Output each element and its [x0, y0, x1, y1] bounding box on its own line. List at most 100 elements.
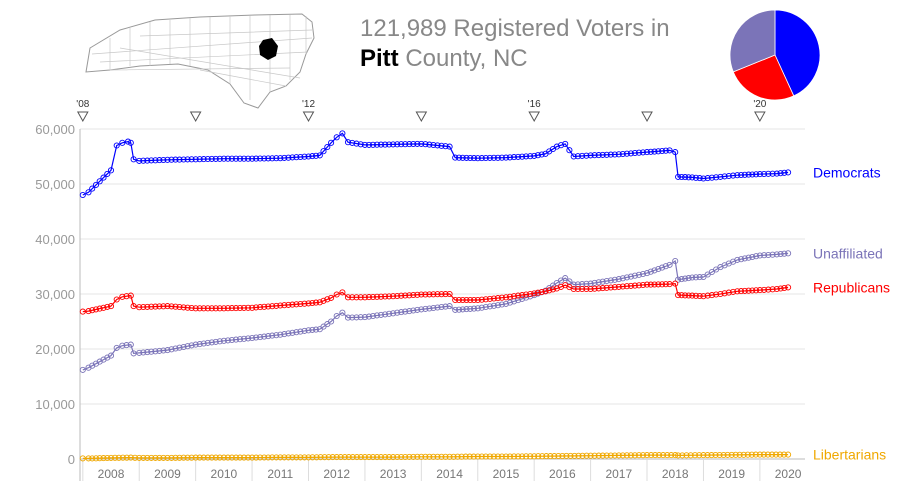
point-unaffiliated: [619, 275, 626, 282]
point-democrats: [148, 157, 155, 164]
point-republicans: [549, 286, 557, 293]
point-unaffiliated: [328, 318, 335, 325]
point-unaffiliated: [455, 306, 463, 313]
point-democrats: [553, 143, 560, 150]
point-democrats: [144, 157, 151, 164]
point-republicans: [685, 292, 692, 299]
point-libertarians: [164, 454, 171, 461]
point-unaffiliated: [595, 279, 602, 286]
point-democrats: [721, 173, 728, 180]
point-democrats: [232, 155, 240, 162]
point-democrats: [442, 143, 449, 150]
series-line-unaffiliated: [82, 252, 789, 371]
y-tick-label: 20,000: [35, 342, 75, 357]
point-democrats: [685, 174, 692, 181]
point-unaffiliated: [156, 347, 163, 354]
point-unaffiliated: [216, 338, 223, 345]
point-unaffiliated: [339, 309, 346, 316]
point-unaffiliated: [643, 270, 651, 277]
point-unaffiliated: [148, 348, 155, 355]
point-libertarians: [627, 452, 634, 459]
point-libertarians: [390, 454, 397, 461]
point-republicans: [494, 295, 501, 302]
point-democrats: [506, 154, 514, 161]
point-democrats: [734, 172, 741, 179]
point-libertarians: [494, 453, 501, 460]
point-libertarians: [652, 452, 659, 459]
point-democrats: [196, 156, 203, 163]
point-unaffiliated: [160, 347, 167, 354]
x-tick-label: 2011: [267, 467, 293, 481]
point-republicans: [369, 293, 377, 301]
point-democrats: [127, 139, 134, 146]
point-unaffiliated: [734, 256, 741, 263]
point-republicans: [434, 291, 441, 298]
county-name: Pitt: [360, 45, 399, 72]
point-libertarians: [123, 454, 130, 461]
point-democrats: [467, 154, 474, 162]
point-republicans: [269, 303, 276, 310]
point-unaffiliated: [136, 349, 143, 356]
point-republicans: [659, 281, 666, 288]
point-unaffiliated: [224, 337, 231, 344]
point-democrats: [320, 148, 327, 155]
point-democrats: [659, 147, 666, 155]
pie-slice-democrats: [774, 9, 821, 97]
point-republicans: [328, 294, 335, 301]
point-libertarians: [458, 453, 465, 460]
point-unaffiliated: [406, 308, 413, 315]
point-democrats: [502, 154, 510, 161]
point-unaffiliated: [312, 326, 320, 333]
point-democrats: [490, 154, 497, 161]
point-unaffiliated: [285, 330, 292, 337]
point-republicans: [486, 295, 493, 302]
point-libertarians: [656, 452, 663, 459]
point-libertarians: [426, 453, 433, 460]
point-republicans: [651, 281, 658, 288]
point-unaffiliated: [236, 336, 244, 343]
point-libertarians: [780, 451, 788, 458]
point-libertarians: [519, 453, 526, 460]
x-tick-label: 2013: [380, 467, 407, 481]
point-unaffiliated: [273, 332, 280, 339]
point-democrats: [631, 149, 638, 157]
point-democrats: [184, 156, 191, 163]
point-unaffiliated: [305, 327, 312, 334]
point-unaffiliated: [741, 255, 748, 262]
point-republicans: [452, 296, 459, 304]
point-democrats: [373, 141, 381, 148]
point-libertarians: [785, 451, 792, 458]
point-libertarians: [289, 454, 296, 461]
point-unaffiliated: [785, 250, 792, 257]
point-democrats: [430, 141, 437, 149]
point-libertarians: [768, 451, 776, 458]
x-tick-label: 2008: [98, 467, 125, 481]
point-democrats: [765, 170, 772, 177]
point-unaffiliated: [745, 254, 752, 261]
point-republicans: [309, 299, 316, 307]
point-unaffiliated: [574, 281, 581, 288]
point-democrats: [534, 152, 541, 159]
point-democrats: [474, 155, 481, 162]
point-democrats: [107, 167, 115, 174]
point-unaffiliated: [672, 257, 679, 265]
point-libertarians: [369, 454, 377, 461]
point-libertarians: [325, 454, 332, 461]
point-republicans: [85, 308, 92, 315]
point-unaffiliated: [107, 352, 115, 359]
point-republicans: [398, 292, 405, 299]
point-republicans: [184, 304, 191, 311]
point-democrats: [228, 155, 235, 162]
point-libertarians: [305, 454, 312, 461]
point-democrats: [353, 140, 360, 147]
point-republicans: [643, 281, 651, 288]
point-libertarians: [474, 453, 481, 460]
point-libertarians: [107, 454, 115, 461]
point-republicans: [402, 292, 409, 299]
point-libertarians: [418, 453, 425, 460]
point-libertarians: [253, 454, 260, 461]
point-democrats: [482, 154, 489, 162]
point-republicans: [261, 303, 268, 310]
point-democrats: [119, 139, 126, 146]
